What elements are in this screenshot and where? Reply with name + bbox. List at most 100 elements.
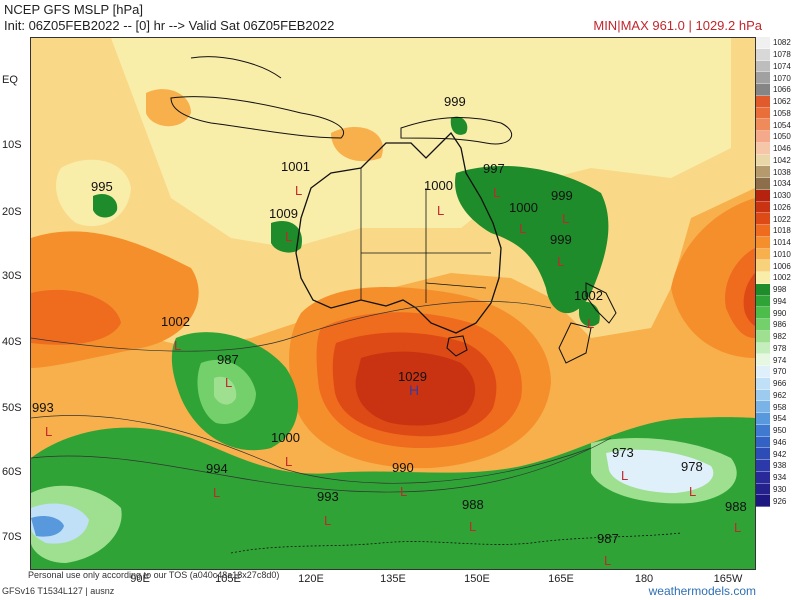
colorbar-step: 942 (756, 448, 800, 460)
colorbar-level-label: 934 (773, 473, 787, 483)
colorbar-swatch (756, 248, 770, 261)
field-orange-blob-2 (331, 127, 383, 162)
colorbar-level-label: 1018 (773, 226, 791, 236)
low-center-marker: L (587, 316, 594, 331)
colorbar-swatch (756, 166, 770, 178)
pressure-label: 988 (462, 497, 484, 512)
colorbar-level-label: 1078 (773, 50, 791, 60)
low-center-marker: L (734, 520, 741, 535)
tos-disclaimer: Personal use only according to our TOS (… (28, 570, 280, 580)
colorbar-level-label: 1002 (773, 273, 791, 283)
model-info: GFSv16 T1534L127 | ausnz (2, 586, 115, 596)
colorbar-level-label: 1062 (773, 97, 791, 107)
colorbar-step: 998 (756, 283, 800, 296)
low-center-marker: L (557, 254, 564, 269)
low-center-marker: L (225, 375, 232, 390)
colorbar-step: 986 (756, 319, 800, 331)
colorbar-swatch (756, 37, 770, 49)
lon-label-150e: 150E (464, 573, 490, 585)
colorbar-swatch (756, 107, 770, 120)
pressure-label: 987 (597, 531, 619, 546)
pressure-label: 999 (550, 232, 572, 247)
field-973-low-inner (606, 449, 714, 493)
field-1002 (111, 38, 731, 248)
colorbar-level-label: 1066 (773, 85, 791, 95)
colorbar-level-label: 966 (773, 379, 787, 389)
colorbar-swatch (756, 201, 770, 214)
colorbar-level-label: 1054 (773, 120, 791, 130)
isobar-line-2 (31, 415, 592, 484)
colorbar-level-label: 942 (773, 449, 787, 459)
colorbar-swatch (756, 471, 770, 484)
colorbar-level-label: 990 (773, 308, 787, 318)
colorbar-step: 1066 (756, 84, 800, 96)
indonesia-coastline (170, 96, 344, 139)
colorbar-level-label: 1038 (773, 167, 791, 177)
colorbar-step: 982 (756, 330, 800, 343)
colorbar-step: 1054 (756, 119, 800, 131)
colorbar-swatch (756, 178, 770, 190)
colorbar-level-label: 1082 (773, 38, 791, 48)
field-1022-west (31, 289, 121, 345)
colorbar-swatch (756, 307, 770, 319)
colorbar-level-label: 994 (773, 296, 787, 306)
high-center-marker: H (409, 382, 419, 398)
pressure-label: 999 (551, 188, 573, 203)
colorbar-level-label: 1046 (773, 144, 791, 154)
pressure-label: 994 (206, 461, 228, 476)
colorbar-step: 938 (756, 460, 800, 472)
colorbar-level-label: 962 (773, 390, 787, 400)
colorbar-level-label: 938 (773, 461, 787, 471)
colorbar-swatch (756, 272, 770, 284)
low-center-marker: L (45, 424, 52, 439)
low-center-marker: L (213, 485, 220, 500)
colorbar-step: 1034 (756, 178, 800, 190)
field-orange-blob-1 (146, 89, 191, 127)
low-center-marker: L (285, 229, 292, 244)
low-center-marker: L (493, 185, 500, 200)
brand-link[interactable]: weathermodels.com (648, 584, 756, 598)
colorbar-step: 1082 (756, 37, 800, 49)
colorbar-level-label: 1070 (773, 73, 791, 83)
pressure-label: 993 (32, 400, 54, 415)
colorbar-swatch (756, 95, 770, 108)
lat-label-50s: 50S (2, 402, 22, 414)
colorbar-step: 1078 (756, 48, 800, 61)
colorbar-level-label: 1014 (773, 238, 791, 248)
colorbar-swatch (756, 131, 770, 143)
colorbar-step: 926 (756, 495, 800, 507)
colorbar-level-label: 1006 (773, 261, 791, 271)
colorbar-level-label: 978 (773, 343, 787, 353)
field-999-low-north (450, 116, 468, 135)
field-1026-east (743, 273, 755, 326)
colorbar-swatch (756, 424, 770, 437)
colorbar-step: 970 (756, 366, 800, 378)
colorbar-swatch (756, 495, 770, 507)
colorbar-step: 1046 (756, 142, 800, 155)
colorbar-step: 966 (756, 377, 800, 390)
colorbar-step: 978 (756, 342, 800, 355)
colorbar-level-label: 1034 (773, 179, 791, 189)
pressure-label: 993 (317, 489, 339, 504)
pressure-label: 978 (681, 459, 703, 474)
colorbar-swatch (756, 401, 770, 413)
lat-label-10s: 10S (2, 139, 22, 151)
field-southwest-low-core (31, 515, 64, 537)
field-994-band (31, 417, 755, 569)
pressure-map-canvas: 999 1001 995 1009 997 1000 1000 999 999 … (31, 38, 755, 569)
state-border-nsw-vic (425, 282, 487, 289)
colorbar-step: 962 (756, 389, 800, 402)
low-center-marker: L (324, 513, 331, 528)
colorbar-step: 990 (756, 307, 800, 319)
nz-north-island (585, 282, 617, 324)
field-1009-low (271, 220, 302, 253)
lat-label-40s: 40S (2, 336, 22, 348)
colorbar-swatch (756, 354, 770, 366)
lon-label-135e: 135E (380, 573, 406, 585)
lon-label-165w: 165W (713, 573, 743, 585)
colorbar-level-label: 1030 (773, 191, 791, 201)
colorbar-step: 950 (756, 424, 800, 437)
colorbar-step: 954 (756, 413, 800, 425)
australia-coastline (295, 131, 502, 334)
colorbar-swatch (756, 295, 770, 308)
